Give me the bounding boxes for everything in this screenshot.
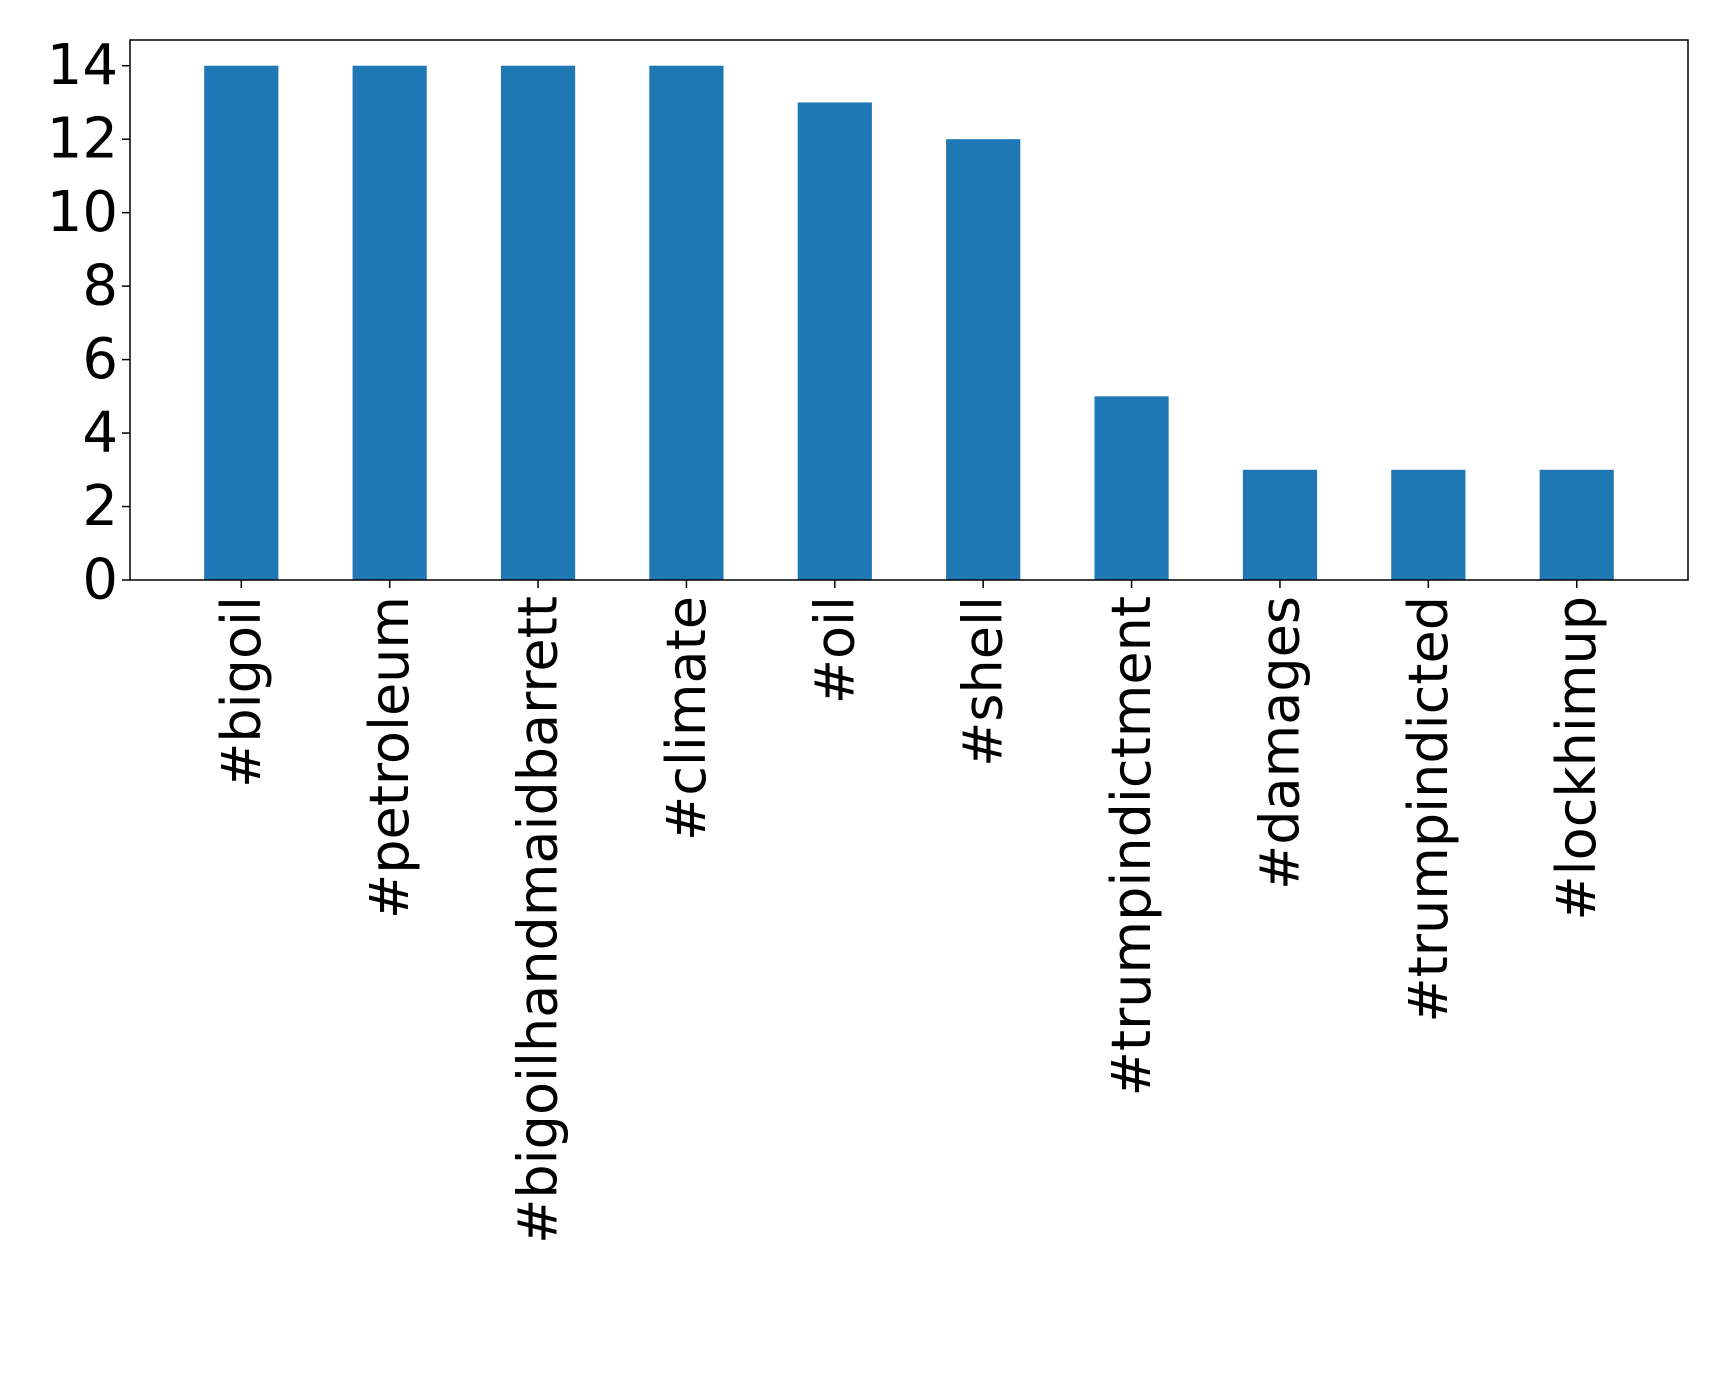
- bars-group: [204, 65, 1614, 581]
- bar-shell: [946, 139, 1021, 581]
- y-tick-label: 12: [47, 107, 118, 172]
- x-axis: #bigoil #petroleum #bigoilhandmaidbarrett #…: [210, 580, 1608, 1244]
- y-tick-label: 4: [82, 401, 118, 466]
- bar-bigoil: [204, 65, 279, 580]
- x-tick-label: #shell: [952, 596, 1015, 767]
- bar-bigoilhandmaidbarrett: [500, 65, 576, 580]
- bar-damages: [1242, 469, 1318, 580]
- y-tick-label: 10: [47, 180, 118, 245]
- bar-trumpindictment: [1094, 396, 1169, 580]
- y-tick-label: 8: [82, 254, 118, 319]
- bar-petroleum: [352, 65, 427, 580]
- x-tick-label: #damages: [1248, 596, 1311, 890]
- y-axis: 0 2 4 6 8 10 12 14: [47, 33, 130, 613]
- bar-climate: [649, 65, 724, 580]
- x-tick-label: #petroleum: [358, 596, 421, 919]
- x-tick-label: #bigoilhandmaidbarrett: [507, 596, 570, 1244]
- y-tick-label: 0: [82, 548, 118, 613]
- axes-frame: [129, 39, 1689, 581]
- y-tick-label: 14: [47, 33, 118, 98]
- x-tick-label: #oil: [803, 596, 866, 704]
- x-tick-label: #trumpindictment: [1100, 596, 1163, 1096]
- y-tick-label: 6: [82, 327, 118, 392]
- x-tick-label: #bigoil: [210, 596, 273, 788]
- bar-trumpindicted: [1391, 469, 1466, 580]
- y-tick-label: 2: [82, 474, 118, 539]
- bar-oil: [797, 102, 872, 581]
- x-tick-label: #climate: [655, 596, 718, 841]
- x-tick-label: #trumpindicted: [1397, 596, 1460, 1023]
- x-tick-label: #lockhimup: [1545, 596, 1608, 921]
- bar-lockhimup: [1539, 469, 1614, 580]
